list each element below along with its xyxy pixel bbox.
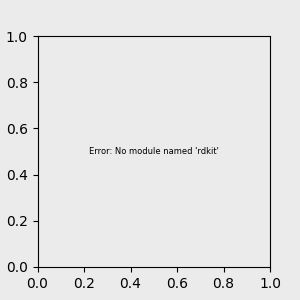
Text: Error: No module named 'rdkit': Error: No module named 'rdkit' bbox=[89, 147, 219, 156]
